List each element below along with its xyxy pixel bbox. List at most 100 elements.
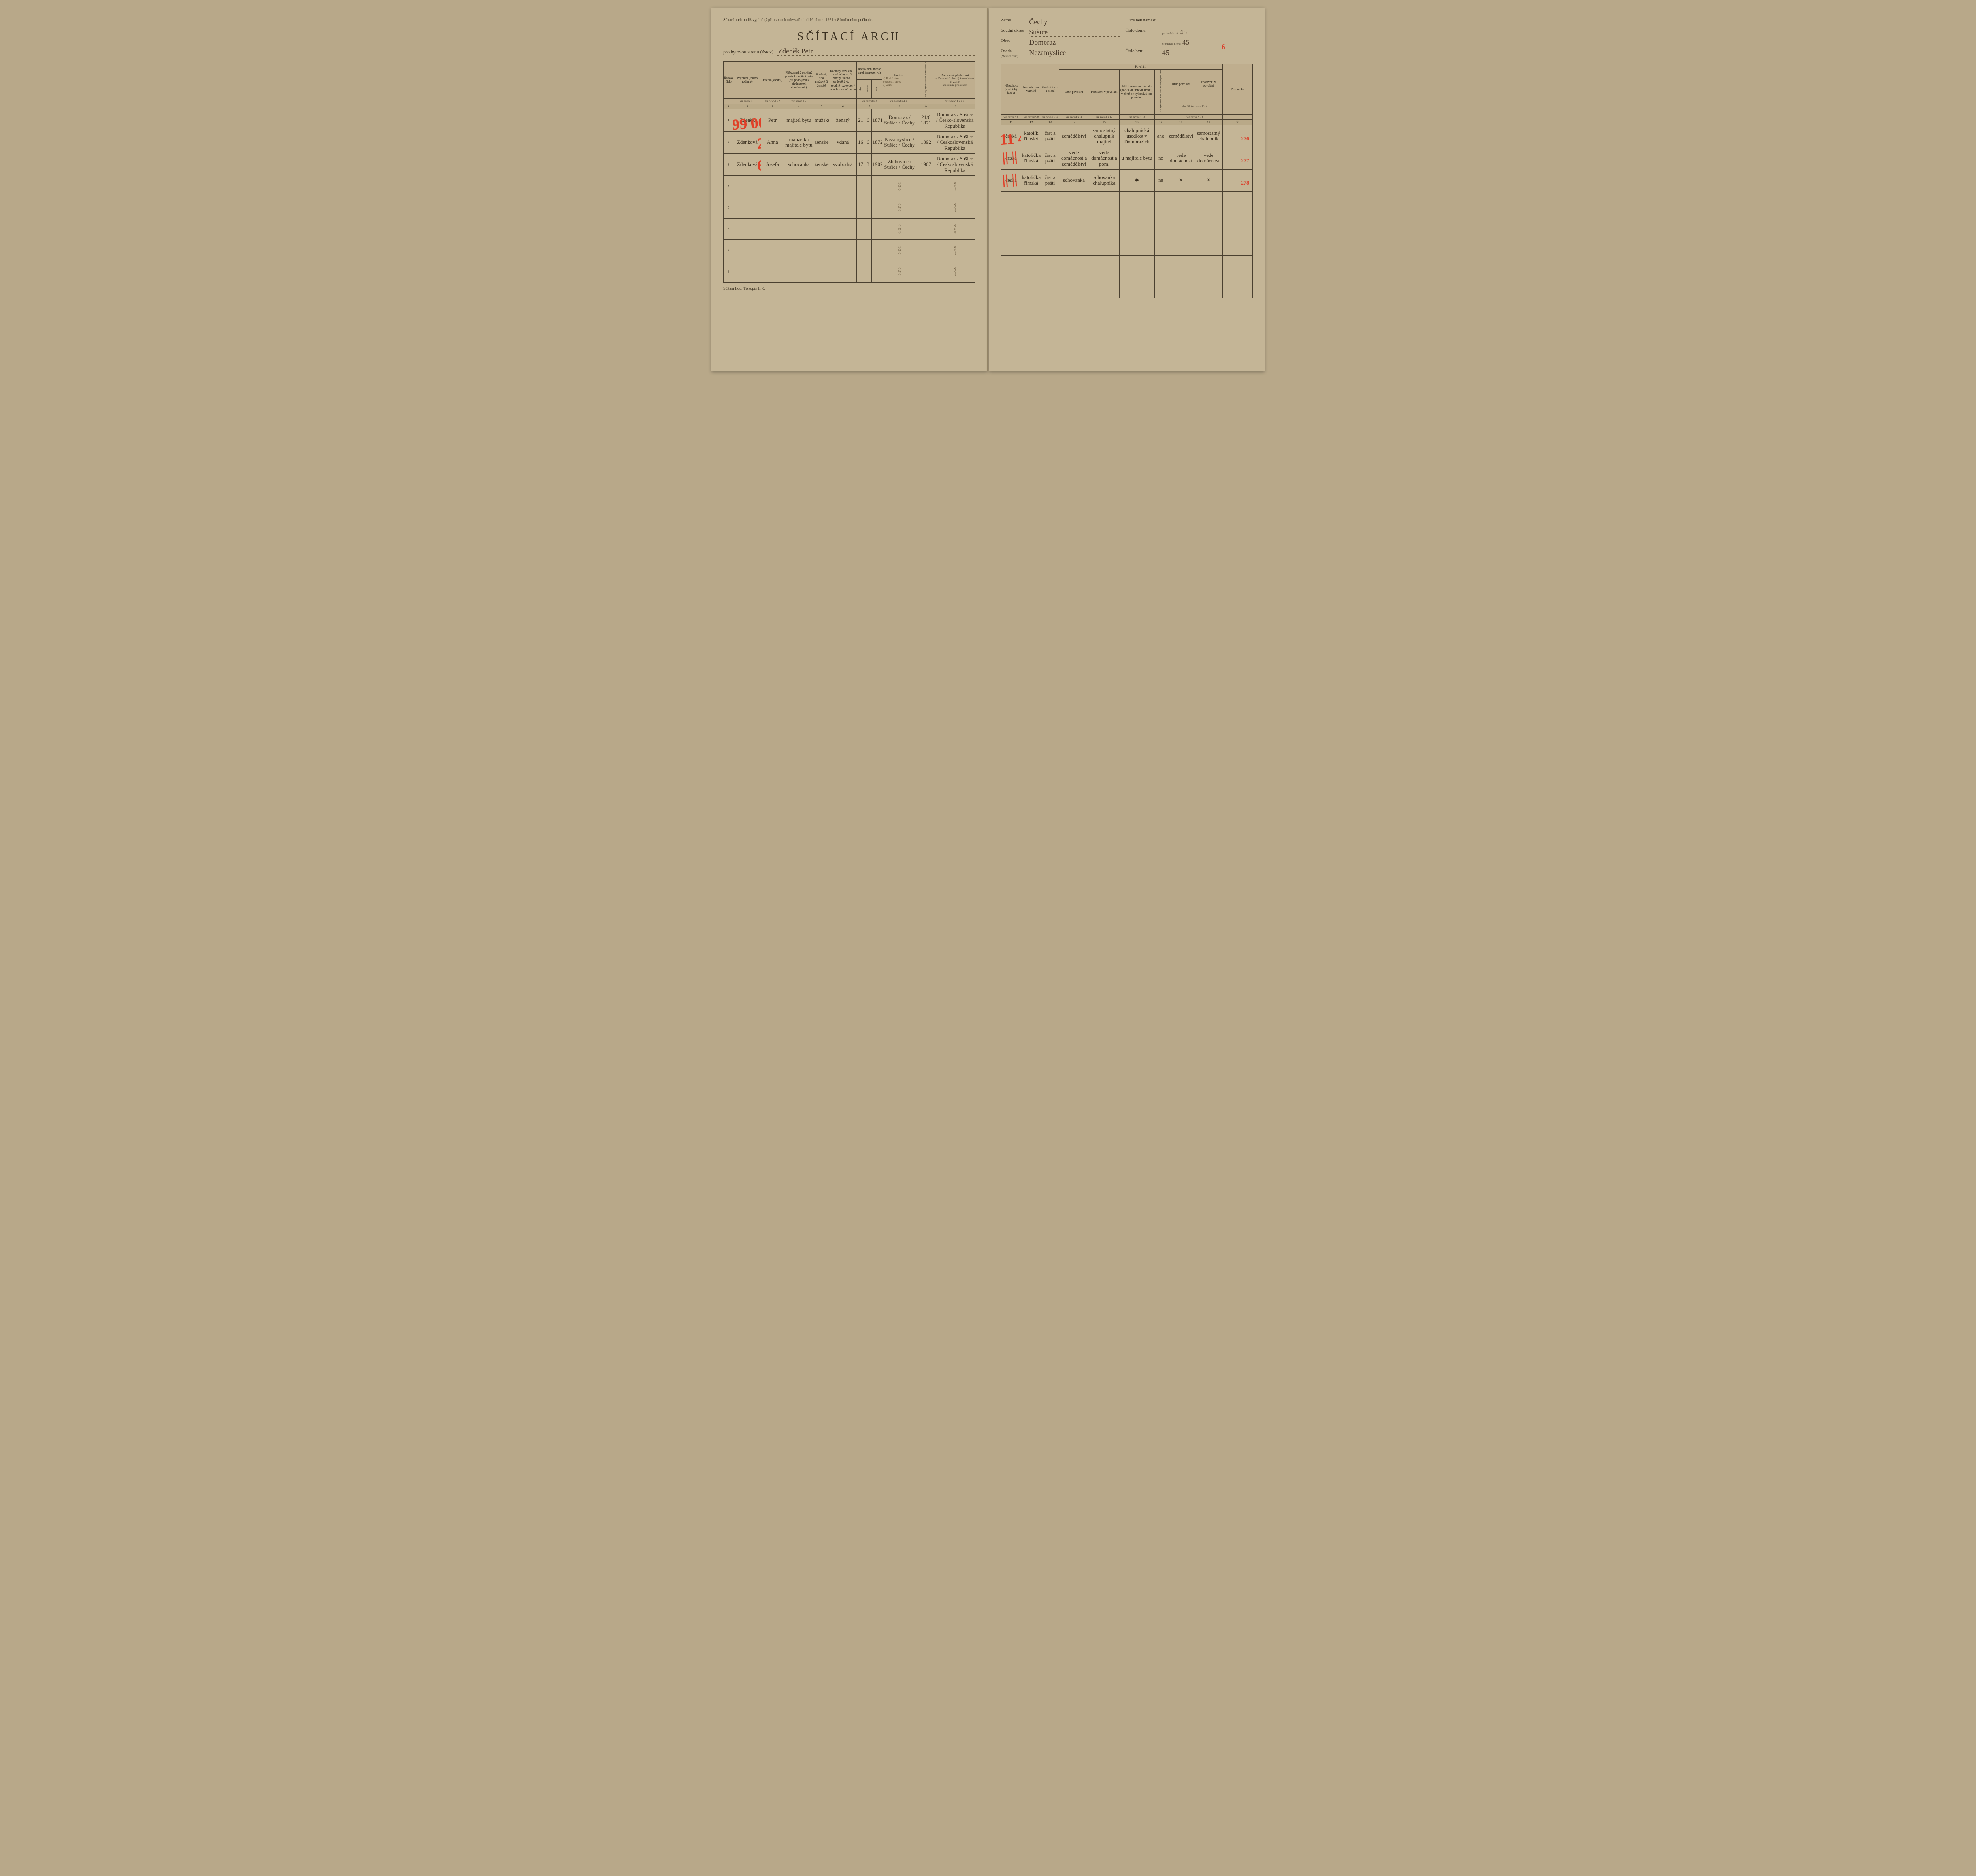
col-17-text: Zda vykonává ještě nějaká vedlejší povol… [1160, 70, 1162, 112]
cell-jmeno: Josefa [761, 153, 784, 175]
ulice-label: Ulice neb náměstí [1125, 18, 1156, 26]
col-4-header: Příbuzenský neb jiný poměr k majiteli by… [784, 62, 814, 99]
cell-prijmeni: Zdeněk 99 00 10 4 2 2 71 [733, 109, 761, 131]
ref-5 [814, 98, 829, 104]
cell-pohlavi: ženské [814, 131, 829, 153]
cell-domov: Domoraz / Sušice / Česko-slovenská Repub… [935, 109, 975, 131]
colnum-14: 14 [1059, 119, 1089, 125]
cell-vedl: ano [1154, 125, 1167, 147]
cell-znalost: číst a psáti [1041, 125, 1059, 147]
cell-stav: ženatý [829, 109, 857, 131]
cell-rodiste: Domoraz / Sušice / Čechy [882, 109, 917, 131]
red-stamp: 6 [1221, 43, 1225, 51]
cell-narodnost: česká || || [1001, 147, 1021, 169]
cell-rodiste: Nezamyslice / Sušice / Čechy [882, 131, 917, 153]
colnum-9: 9 [917, 104, 935, 109]
col-7a: dne [857, 80, 864, 98]
colnum-8: 8 [882, 104, 917, 109]
subtitle-row: pro bytovou stranu (ústav) Zdeněk Petr [723, 47, 975, 56]
cell-stav: vdaná [829, 131, 857, 153]
colnum-20: 20 [1222, 119, 1252, 125]
cell-den: 21 [857, 109, 864, 131]
col-9-header: Od kdy bydlí zapsaná osoba v obci? [917, 62, 935, 99]
colnum-13: 13 [1041, 119, 1059, 125]
ref-6 [829, 98, 857, 104]
col-15-header: Postavení v povolání [1089, 70, 1119, 115]
col-11-header: Národnost (mateřský jazyk) [1001, 64, 1021, 115]
col-14-header: Druh povolání [1059, 70, 1089, 115]
col-7b-text: měsíce [867, 85, 869, 92]
cell-den: 17 [857, 153, 864, 175]
cell-mesic: 6 [864, 109, 872, 131]
table-row: 4a)b)c)a)b)c) [724, 175, 975, 197]
cell-odkdy: 21/6 1871 [917, 109, 935, 131]
col-8-b: b) Soudní okres [882, 80, 916, 83]
header-fields: Země Čechy Ulice neb náměstí Soudní okre… [1001, 18, 1253, 58]
colnum-16: 16 [1119, 119, 1154, 125]
zeme-label: Země [1001, 18, 1024, 26]
col-7a-text: dne [859, 87, 862, 91]
table-row: 2 Zdenková 22 12 Anna manželka majitele … [724, 131, 975, 153]
zeme-value: Čechy [1029, 18, 1120, 26]
cell-postaveni: schovanka chalupníka [1089, 169, 1119, 191]
obec-value: Domoraz [1029, 38, 1120, 47]
table-row: česká 11 40 1 010 1.1.1 katolík římský č… [1001, 125, 1253, 147]
col-8-c: c) Země [882, 83, 916, 87]
cell-zavod: ✱ [1119, 169, 1154, 191]
col-7b: měsíce [864, 80, 872, 98]
col-2-header: Příjmení (jméno rodinné) [733, 62, 761, 99]
ref-8: viz návod § 4 a 5 [882, 98, 917, 104]
ref-9 [917, 98, 935, 104]
cell-pozn: 277 [1222, 147, 1252, 169]
table-head-left: Řadové číslo Příjmení (jméno rodinné) Jm… [724, 62, 975, 109]
cell-vedl: ne [1154, 169, 1167, 191]
cell-post2: samostatný chalupník [1195, 125, 1222, 147]
colnum-18: 18 [1167, 119, 1195, 125]
cell-jmeno: Petr [761, 109, 784, 131]
cell-stav: svobodná [829, 153, 857, 175]
col-8-a: a) Rodná obec [882, 77, 916, 80]
cell-pohlavi: mužské [814, 109, 829, 131]
colnum-3: 3 [761, 104, 784, 109]
osada-label: Osada (Městská čtvrť) [1001, 49, 1024, 58]
table-row: 6a)b)c)a)b)c) [724, 218, 975, 239]
orient-value: 45 [1182, 38, 1190, 46]
colnum-5: 5 [814, 104, 829, 109]
col-18-header: Druh povolání [1167, 70, 1195, 98]
ref-4: viz návod § 2 [784, 98, 814, 104]
cell-domov: Domoraz / Sušice / Československá Republ… [935, 131, 975, 153]
col-8-title: Rodiště: [882, 74, 916, 77]
cell-rok: 1907 [872, 153, 882, 175]
table-row: 3 Zdenková 60 07 Josefa schovanka ženské… [724, 153, 975, 175]
table-body-right: česká 11 40 1 010 1.1.1 katolík římský č… [1001, 125, 1253, 298]
ref-11: viz návod § 8 [1001, 114, 1021, 119]
popisne-value: 45 [1180, 28, 1187, 36]
col-6-header: Rodinný stav, zda 1. svobodný -á, 2. žen… [829, 62, 857, 99]
cell-post2: vede domácnost [1195, 147, 1222, 169]
table-row [1001, 234, 1253, 255]
cell-mesic: 3 [864, 153, 872, 175]
ref-2: viz návod § 1 [733, 98, 761, 104]
col-3-header: Jméno (křestní) [761, 62, 784, 99]
cell-zavod: chalupnická usedlost v Domorazích [1119, 125, 1154, 147]
table-row [1001, 255, 1253, 277]
cell-postaveni: vede domácnost a pom. [1089, 147, 1119, 169]
ref-1819: viz návod § 14 [1167, 114, 1222, 119]
cell-jmeno: Anna [761, 131, 784, 153]
date-line: dne 16. července 1914 [1167, 98, 1222, 115]
col-19-header: Postavení v povolání [1195, 70, 1222, 98]
ref-14: viz návod § 11 [1059, 114, 1089, 119]
col-10-b: aneb státní příslušnost [935, 83, 975, 87]
col-12-header: Ná-boženské vyznání [1021, 64, 1041, 115]
title-block: SČÍTACÍ ARCH [723, 30, 975, 43]
ref-15: viz návod § 12 [1089, 114, 1119, 119]
cell-rok: 1872 [872, 131, 882, 153]
cell-pozn: 276 [1222, 125, 1252, 147]
orient-group: orientační (nové) 45 [1162, 38, 1253, 47]
cell-druh: zemědělství [1059, 125, 1089, 147]
cell-druh2: vede domácnost [1167, 147, 1195, 169]
table-row: 5a)b)c)a)b)c) [724, 197, 975, 218]
colnum-4: 4 [784, 104, 814, 109]
cell-rok: 1871 [872, 109, 882, 131]
orient-label: orientační (nové) [1162, 42, 1181, 45]
